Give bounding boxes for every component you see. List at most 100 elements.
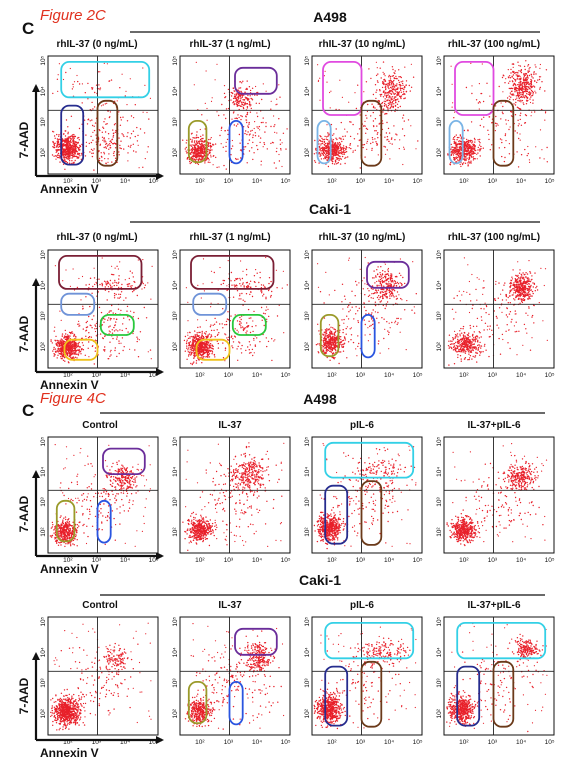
event-dot	[76, 286, 79, 289]
event-dot	[137, 134, 139, 137]
event-dot	[69, 67, 71, 70]
event-dot	[372, 120, 375, 122]
event-dot	[235, 117, 238, 119]
event-dot	[495, 122, 497, 125]
event-dot	[194, 334, 196, 336]
event-dot	[132, 150, 135, 152]
event-dot	[57, 146, 59, 148]
event-dot	[374, 107, 376, 109]
event-dot	[482, 100, 485, 103]
event-dot	[232, 341, 235, 343]
event-dot	[240, 157, 242, 159]
event-dot	[540, 76, 542, 78]
panel-letter-bottom: C	[22, 401, 34, 420]
event-dot	[385, 132, 388, 134]
event-dot	[467, 146, 470, 148]
event-dot	[115, 143, 117, 145]
event-dot	[520, 101, 522, 103]
event-dot	[195, 338, 198, 340]
event-dot	[453, 158, 455, 161]
event-dot	[56, 78, 59, 81]
event-dot	[186, 347, 188, 349]
event-dot	[101, 160, 103, 162]
event-dot	[187, 337, 190, 340]
event-dot	[59, 157, 61, 159]
event-dot	[81, 275, 84, 278]
event-dot	[184, 335, 187, 338]
event-dot	[200, 341, 203, 343]
event-dot	[225, 168, 227, 170]
event-dot	[92, 131, 94, 133]
event-dot	[57, 152, 60, 155]
event-dot	[384, 153, 387, 155]
y-tick-label: 10⁵	[40, 249, 47, 259]
event-dot	[207, 356, 209, 358]
event-dot	[391, 66, 394, 68]
event-dot	[520, 154, 523, 156]
event-dot	[209, 149, 211, 151]
event-dot	[131, 285, 133, 287]
event-dot	[64, 130, 66, 132]
event-dot	[516, 92, 519, 94]
event-dot	[64, 360, 66, 362]
event-dot	[270, 280, 272, 283]
event-dot	[522, 95, 524, 97]
event-dot	[87, 347, 89, 349]
event-dot	[233, 284, 235, 286]
event-dot	[256, 94, 258, 97]
event-dot	[108, 138, 110, 140]
event-dot	[447, 153, 449, 155]
event-dot	[393, 125, 395, 127]
event-dot	[366, 117, 368, 119]
event-dot	[327, 151, 329, 153]
event-dot	[78, 320, 80, 322]
event-dot	[325, 147, 327, 149]
event-dot	[213, 271, 215, 274]
event-dot	[400, 81, 402, 83]
event-dot	[264, 313, 266, 315]
event-dot	[150, 298, 152, 300]
event-dot	[458, 143, 461, 146]
event-dot	[62, 359, 65, 361]
event-dot	[85, 321, 88, 324]
event-dot	[213, 354, 216, 356]
event-dot	[58, 63, 61, 65]
event-dot	[76, 151, 79, 153]
event-dot	[193, 347, 195, 349]
event-dot	[242, 299, 244, 301]
y-tick-label: 10⁴	[172, 86, 179, 96]
event-dot	[195, 360, 198, 362]
event-dot	[249, 89, 252, 92]
event-dot	[235, 125, 238, 127]
event-dot	[88, 142, 91, 145]
event-dot	[70, 137, 72, 140]
event-dot	[111, 332, 114, 334]
event-dot	[376, 67, 378, 69]
event-dot	[68, 138, 70, 140]
event-dot	[65, 336, 67, 338]
event-dot	[451, 151, 453, 153]
event-dot	[64, 168, 66, 170]
event-dot	[78, 352, 80, 354]
event-dot	[534, 111, 536, 113]
event-dot	[216, 166, 218, 169]
event-dot	[68, 160, 71, 162]
event-dot	[254, 344, 256, 346]
event-dot	[524, 68, 526, 71]
event-dot	[125, 327, 127, 330]
event-dot	[394, 90, 397, 92]
event-dot	[56, 339, 58, 342]
event-dot	[389, 78, 392, 80]
event-dot	[199, 345, 201, 347]
event-dot	[114, 281, 116, 283]
event-dot	[110, 349, 112, 352]
event-dot	[99, 144, 101, 146]
event-dot	[333, 163, 336, 165]
event-dot	[507, 76, 510, 78]
event-dot	[109, 319, 112, 321]
event-dot	[113, 154, 115, 157]
event-dot	[133, 117, 135, 119]
event-dot	[506, 97, 509, 99]
event-dot	[210, 334, 212, 336]
